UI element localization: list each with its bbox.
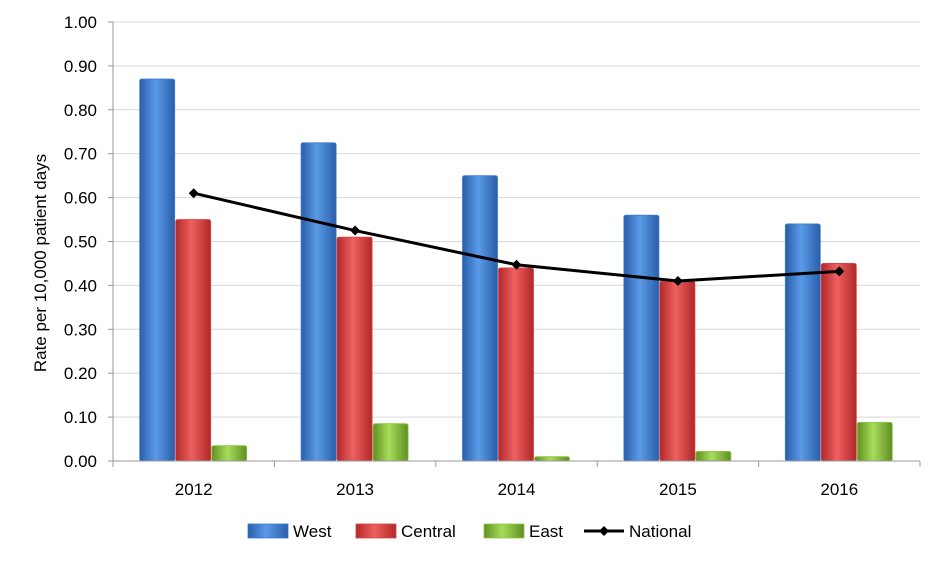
axes — [108, 21, 921, 467]
bar-west-2014 — [462, 175, 498, 462]
y-tick-label: 1.00 — [64, 13, 97, 32]
x-tick-label: 2013 — [336, 480, 374, 499]
y-tick-label: 0.90 — [64, 57, 97, 76]
y-axis-tick-labels: 0.00 0.10 0.20 0.30 0.40 0.50 0.60 0.70 0.80 0.90… — [64, 13, 97, 471]
marker-national-2014 — [511, 259, 522, 270]
y-tick-label: 0.30 — [64, 320, 97, 339]
x-tick-label: 2014 — [498, 480, 536, 499]
marker-national-2015 — [672, 276, 683, 287]
bar-west-2012 — [139, 78, 176, 462]
gridlines — [113, 21, 920, 418]
y-tick-label: 0.70 — [64, 145, 97, 164]
bar-west-2013 — [300, 142, 337, 462]
bar-central-2014 — [498, 267, 534, 462]
marker-national-2013 — [350, 225, 361, 236]
national-line — [188, 188, 845, 287]
bar-west-2016 — [784, 223, 821, 462]
legend-label-central: Central — [401, 522, 456, 541]
y-tick-label: 0.10 — [64, 408, 97, 427]
legend-label-east: East — [529, 522, 563, 541]
bar-west-2015 — [623, 214, 660, 462]
legend-swatch-west — [247, 523, 289, 539]
y-tick-label: 0.20 — [64, 364, 97, 383]
bar-east-2016 — [856, 421, 893, 462]
legend-marker-national — [599, 526, 609, 536]
legend-label-national: National — [629, 522, 691, 541]
x-tick-label: 2015 — [659, 480, 697, 499]
legend: West Central East National — [247, 522, 691, 541]
y-tick-label: 0.60 — [64, 189, 97, 208]
bars — [139, 78, 893, 462]
legend-swatch-central — [355, 523, 397, 539]
y-tick-label: 0.80 — [64, 101, 97, 120]
bar-east-2012 — [211, 445, 248, 462]
legend-swatch-east — [483, 523, 525, 539]
marker-national-2016 — [834, 266, 845, 277]
bar-central-2012 — [175, 219, 212, 462]
x-tick-label: 2012 — [175, 480, 213, 499]
legend-label-west: West — [293, 522, 332, 541]
bar-east-2013 — [372, 423, 409, 462]
y-tick-label: 0.40 — [64, 276, 97, 295]
bar-central-2015 — [659, 280, 696, 462]
y-tick-label: 0.00 — [64, 452, 97, 471]
bar-central-2016 — [820, 263, 857, 462]
x-axis-tick-labels: 2012 2013 2014 2015 2016 — [175, 480, 858, 499]
x-tick-label: 2016 — [820, 480, 858, 499]
y-tick-label: 0.50 — [64, 233, 97, 252]
bar-central-2013 — [336, 236, 373, 462]
bar-east-2015 — [695, 450, 732, 462]
bar-east-2014 — [534, 456, 570, 462]
marker-national-2012 — [188, 188, 199, 199]
y-axis-title: Rate per 10,000 patient days — [31, 154, 50, 372]
